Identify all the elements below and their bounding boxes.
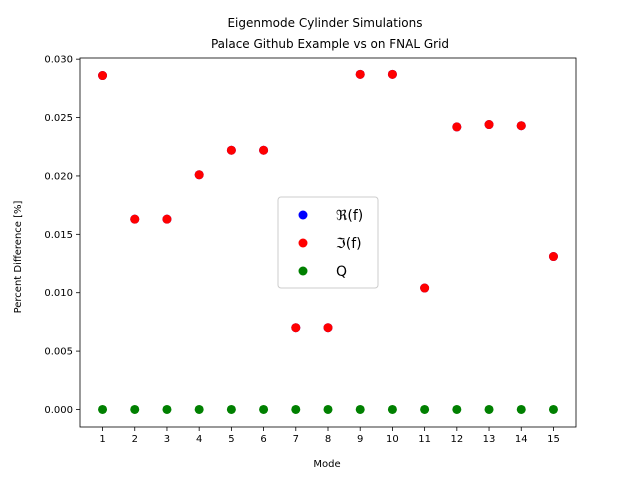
data-point-series-1 [387,69,397,79]
x-tick-label: 1 [99,434,105,445]
data-point-series-2 [259,404,269,414]
legend-label: ℑ(f) [336,236,362,252]
legend-label: Q [336,264,347,280]
y-tick-label: 0.000 [44,405,73,416]
y-tick-label: 0.010 [44,288,73,299]
x-tick-label: 9 [357,434,363,445]
data-point-series-1 [452,122,462,132]
x-tick-label: 7 [293,434,299,445]
data-point-series-2 [323,404,333,414]
data-point-series-2 [226,404,236,414]
x-axis: 1 2 3 4 5 6 7 8 9 10 11 12 13 14 15 [99,427,560,445]
data-point-series-2 [548,404,558,414]
data-point-series-2 [98,404,108,414]
data-point-series-1 [548,252,558,262]
x-tick-label: 8 [325,434,331,445]
data-point-series-2 [516,404,526,414]
data-point-series-1 [323,323,333,333]
data-point-series-1 [484,120,494,130]
data-point-series-2 [420,404,430,414]
x-tick-label: 13 [483,434,496,445]
x-axis-label: Mode [313,459,340,470]
chart-subtitle: Palace Github Example vs on FNAL Grid [211,37,449,51]
data-point-series-2 [387,404,397,414]
data-point-series-1 [259,145,269,155]
x-tick-label: 11 [418,434,431,445]
y-tick-label: 0.030 [44,55,73,66]
y-axis: 0.000 0.005 0.010 0.015 0.020 0.025 0.030 [44,55,80,416]
data-point-series-1 [162,214,172,224]
legend: ℜ(f) ℑ(f) Q [277,196,379,289]
data-point-series-1 [130,214,140,224]
data-point-series-2 [355,404,365,414]
x-tick-label: 10 [386,434,399,445]
data-point-series-1 [420,283,430,293]
legend-marker [298,210,308,220]
data-point-series-2 [484,404,494,414]
data-points [98,69,558,414]
legend-label: ℜ(f) [336,208,363,224]
legend-box [277,196,379,289]
y-tick-label: 0.020 [44,171,73,182]
data-point-series-2 [291,404,301,414]
data-point-series-1 [194,170,204,180]
chart-title: Eigenmode Cylinder Simulations [227,16,422,30]
data-point-series-1 [291,323,301,333]
data-point-series-1 [226,145,236,155]
data-point-series-1 [516,121,526,131]
x-tick-label: 5 [228,434,234,445]
data-point-series-1 [98,71,108,81]
data-point-series-2 [452,404,462,414]
data-point-series-2 [194,404,204,414]
legend-marker [298,238,308,248]
x-tick-label: 6 [260,434,266,445]
x-tick-label: 14 [515,434,528,445]
x-tick-label: 12 [450,434,463,445]
data-point-series-1 [355,69,365,79]
legend-marker [298,266,308,276]
x-tick-label: 15 [547,434,560,445]
y-tick-label: 0.025 [44,113,73,124]
x-tick-label: 4 [196,434,202,445]
x-tick-label: 3 [164,434,170,445]
data-point-series-2 [162,404,172,414]
x-tick-label: 2 [132,434,138,445]
y-tick-label: 0.005 [44,347,73,358]
y-tick-label: 0.015 [44,230,73,241]
y-axis-label: Percent Difference [%] [13,200,24,313]
data-point-series-2 [130,404,140,414]
